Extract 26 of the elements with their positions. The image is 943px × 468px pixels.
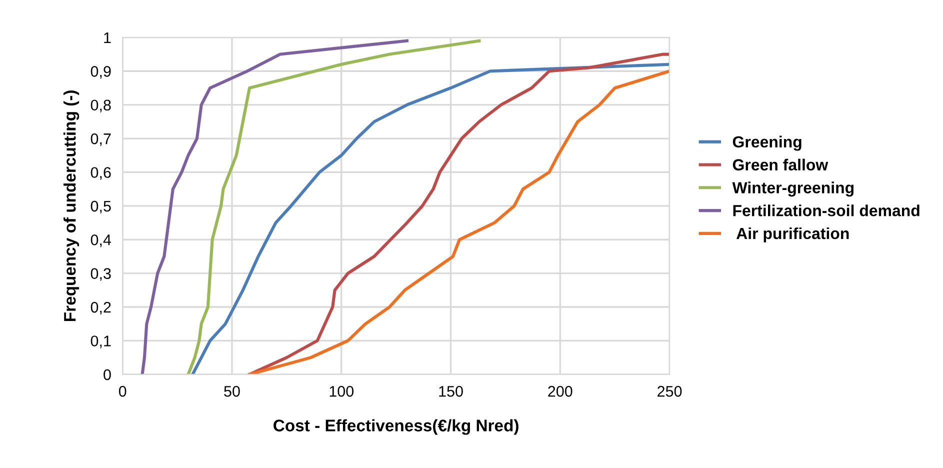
x-tick-label: 100 (330, 386, 354, 397)
x-tick-label: 0 (118, 386, 126, 397)
legend-label: Fertilization-soil demand (733, 204, 920, 216)
y-tick-label: 0,6 (90, 167, 111, 180)
legend-label: Green fallow (732, 158, 828, 170)
y-tick-label: 1 (104, 32, 111, 43)
y-tick-label: 0,7 (90, 133, 111, 146)
x-tick-label: 50 (224, 386, 240, 397)
y-tick-label: 0,1 (90, 336, 111, 348)
line-series (186, 39, 481, 374)
x-tick-label: 150 (439, 386, 463, 397)
line-series (140, 39, 409, 374)
y-tick-label: 0,9 (90, 66, 111, 79)
x-axis-title: Cost - Effectiveness(€/kg Nred) (274, 419, 518, 435)
y-tick-label: 0,3 (90, 268, 111, 281)
y-axis-title: Frequency of undercutting (-) (64, 90, 80, 321)
y-tick-label: 0,8 (90, 100, 111, 112)
y-tick-label: 0,5 (90, 200, 111, 214)
y-tick-label: 0,2 (90, 302, 111, 314)
legend-label: Winter-greening (732, 182, 854, 197)
legend-label: Greening (732, 136, 802, 151)
y-tick-label: 0,4 (90, 234, 112, 248)
x-tick-label: 200 (548, 386, 572, 397)
x-tick-label: 250 (658, 386, 682, 397)
y-tick-label: 0 (104, 369, 111, 380)
legend-label: Air purification (736, 227, 849, 242)
